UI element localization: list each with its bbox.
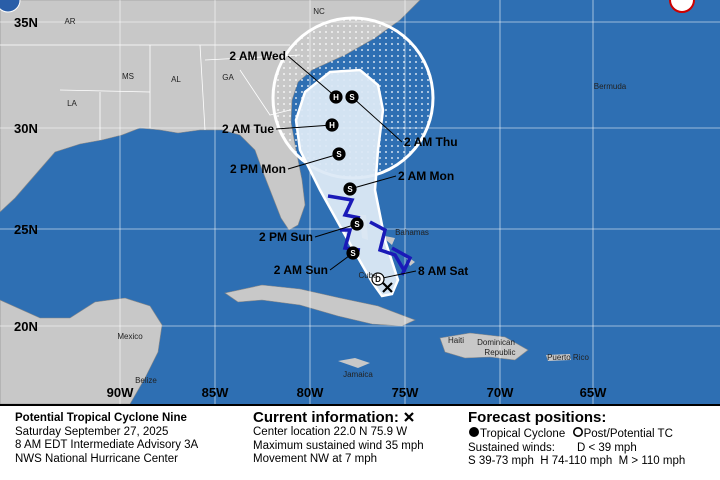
- point-time: 2 AM Tue: [222, 122, 274, 136]
- land-hispaniola: [439, 332, 529, 361]
- leader-line: [314, 223, 358, 238]
- tc-icon: [469, 427, 479, 437]
- current-movement: Movement NW at 7 mph: [253, 453, 377, 465]
- place-label: Belize: [135, 376, 157, 385]
- point-marker: [332, 147, 346, 161]
- point-symbol: S: [350, 249, 356, 258]
- footer: Potential Tropical Cyclone Nine Saturday…: [0, 404, 720, 480]
- forecast-title: Forecast positions:: [468, 409, 607, 426]
- place-label: Republic: [484, 348, 515, 357]
- lon-label: 90W: [107, 385, 134, 400]
- point-time: 2 PM Mon: [230, 162, 286, 176]
- noaa-logo: [0, 0, 21, 13]
- ptc-icon: [572, 427, 583, 437]
- point-symbol: S: [336, 150, 342, 159]
- lon-label: 70W: [487, 385, 514, 400]
- point-time: 8 AM Sat: [418, 264, 468, 278]
- point-symbol: S: [349, 93, 355, 102]
- point-marker: [371, 272, 385, 286]
- leader-line: [349, 175, 397, 190]
- point-time: 2 AM Sun: [274, 263, 328, 277]
- current-position: [382, 282, 393, 293]
- place-label: GA: [222, 73, 234, 82]
- place-label: Bahamas: [395, 228, 429, 237]
- storm-name: Potential Tropical Cyclone Nine: [15, 412, 187, 424]
- current-icon: [404, 412, 414, 422]
- point-symbol: D: [375, 275, 381, 284]
- lon-label: 80W: [297, 385, 324, 400]
- point-marker: [350, 217, 364, 231]
- place-label: Haiti: [448, 336, 464, 345]
- point-marker: [329, 90, 343, 104]
- place-label: Jamaica: [343, 370, 373, 379]
- watch-lines: [327, 194, 413, 276]
- point-symbol: S: [354, 220, 360, 229]
- land-bahamas: [360, 215, 415, 266]
- winds-label: Sustained winds:: [468, 441, 555, 454]
- land-mexico: [0, 297, 163, 404]
- leader-line: [287, 55, 337, 98]
- lon-label: 75W: [392, 385, 419, 400]
- current-info: Current information: Center location 22.…: [253, 409, 424, 467]
- storm-info: Potential Tropical Cyclone Nine Saturday…: [15, 412, 198, 466]
- place-label: AL: [171, 75, 181, 84]
- forecast-legend: Forecast positions: Tropical Cyclone Pos…: [468, 409, 685, 469]
- lat-label: 20N: [14, 319, 38, 334]
- wind-ranges: S 39-73 mph H 74-110 mph M > 110 mph: [468, 455, 686, 467]
- place-label: Puerto Rico: [547, 353, 589, 362]
- place-label: NC: [313, 7, 325, 16]
- state-borders: [0, 44, 301, 140]
- graticule: 35N 30N 25N 20N 90W 85W 80W 75W 70W 65W: [0, 0, 720, 404]
- point-marker: [325, 118, 339, 132]
- leader-line: [275, 124, 333, 130]
- lat-label: 30N: [14, 121, 38, 136]
- storm-advisory: 8 AM EDT Intermediate Advisory 3A: [15, 439, 199, 451]
- nws-logo: [669, 0, 695, 13]
- point-marker: [343, 182, 357, 196]
- point-time: 2 AM Wed: [229, 49, 286, 63]
- point-time: 2 PM Sun: [259, 230, 313, 244]
- place-label: MS: [122, 72, 134, 81]
- point-time: 2 AM Thu: [404, 135, 458, 149]
- point-symbol: H: [329, 121, 335, 130]
- lat-label: 25N: [14, 222, 38, 237]
- d-range: D < 39 mph: [576, 441, 637, 454]
- place-label: Cuba: [358, 271, 378, 280]
- storm-agency: NWS National Hurricane Center: [15, 452, 178, 465]
- point-symbol: H: [333, 93, 339, 102]
- storm-date: Saturday September 27, 2025: [15, 425, 169, 438]
- lon-label: 65W: [580, 385, 607, 400]
- legend-tropical: Tropical Cyclone: [480, 428, 566, 440]
- current-wind: Maximum sustained wind 35 mph: [253, 439, 424, 452]
- place-label: Mexico: [117, 332, 143, 341]
- land-puerto-rico: [546, 354, 571, 361]
- place-label: AR: [64, 17, 75, 26]
- legend-post: Post/Potential TC: [583, 428, 673, 440]
- map: 35N 30N 25N 20N 90W 85W 80W 75W 70W 65W D 8 AM Sat…: [0, 0, 720, 404]
- place-label: LA: [67, 99, 77, 108]
- point-symbol: S: [347, 185, 353, 194]
- forecast-points: D 8 AM Sat S 2 AM Sun S 2 PM Sun S 2 AM Mon S 2 P…: [222, 49, 468, 286]
- leader-line: [351, 96, 403, 143]
- point-marker: [345, 90, 359, 104]
- place-label: Bermuda: [594, 82, 627, 91]
- land-jamaica: [338, 358, 370, 368]
- place-label: Dominican: [477, 338, 515, 347]
- leader-line: [287, 153, 340, 170]
- current-title: Current information:: [253, 409, 399, 426]
- lon-label: 85W: [202, 385, 229, 400]
- current-location: Center location 22.0 N 75.9 W: [253, 426, 408, 438]
- point-time: 2 AM Mon: [398, 169, 454, 183]
- lat-label: 35N: [14, 15, 38, 30]
- point-marker: [346, 246, 360, 260]
